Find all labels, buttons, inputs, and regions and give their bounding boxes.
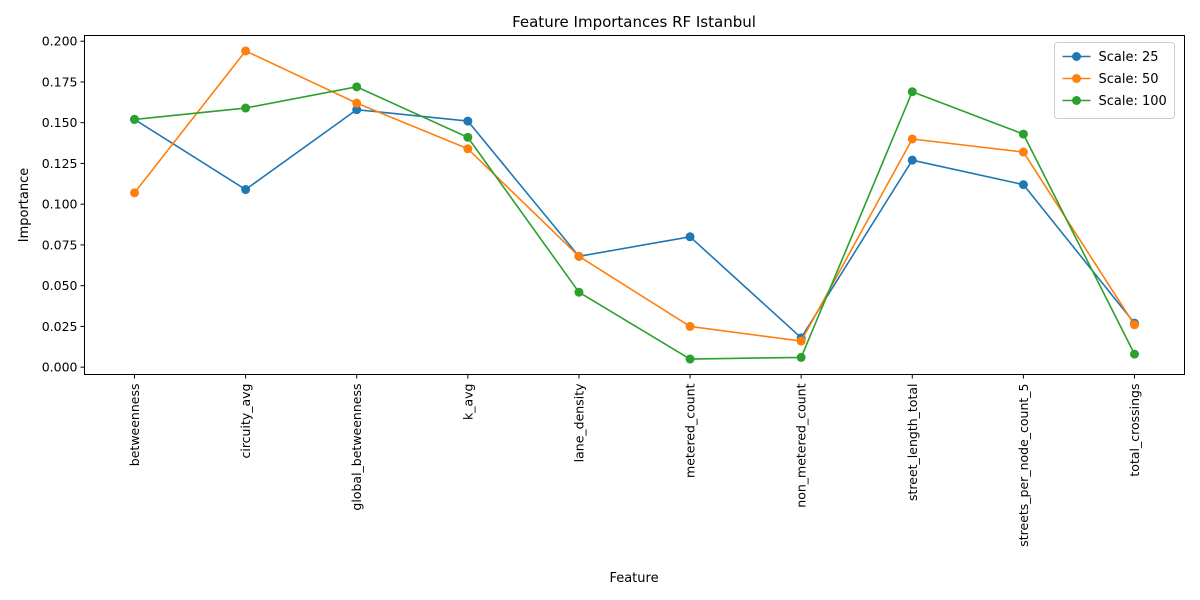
y-tick-label: 0.000 [42,360,78,375]
data-point [796,336,806,346]
plot-frame [84,35,1185,375]
data-point [685,354,695,364]
legend-item: Scale: 100 [1062,94,1167,109]
y-tick-label: 0.200 [42,34,78,49]
data-point [907,155,917,165]
data-point [574,287,584,297]
legend-item: Scale: 50 [1062,72,1159,87]
x-tick-label: circuity_avg [238,384,253,459]
data-point [241,103,251,113]
legend-label: Scale: 25 [1099,50,1159,65]
data-point [1018,180,1028,190]
legend-label: Scale: 50 [1099,72,1159,87]
data-point [1130,320,1139,330]
data-point [685,321,695,331]
series-1 [130,105,1139,343]
data-point [685,232,695,242]
x-tick-label: global_betweenness [349,384,364,511]
x-tick-label: lane_density [571,383,586,462]
series-line [133,50,1136,342]
data-point [574,251,584,261]
y-tick-label: 0.125 [42,156,78,171]
x-tick-label: streets_per_node_count_5 [1016,384,1031,547]
data-point [352,82,362,92]
x-tick-label: k_avg [460,384,475,420]
data-point [907,87,917,97]
data-point [1018,147,1028,157]
y-tick-label: 0.075 [42,237,78,252]
x-tick-label: non_metered_count [794,383,809,507]
legend-item: Scale: 25 [1062,50,1159,65]
x-tick-label: metered_count [683,383,698,478]
series-line [134,108,1136,339]
data-point [130,188,139,198]
legend-marker [1072,74,1081,83]
data-point [463,116,473,126]
x-tick-label: street_length_total [905,384,920,502]
data-point [1018,129,1028,139]
series-line [134,86,1136,360]
legend: Scale: 25 Scale: 50 Scale: 100 [1054,42,1175,119]
data-point [463,144,473,154]
series-3 [130,82,1139,364]
chart-title: Feature Importances RF Istanbul [512,13,756,31]
legend-box [1054,42,1175,119]
y-tick-label: 0.150 [42,115,78,130]
data-point [352,98,362,108]
data-point [241,185,251,195]
data-point [1130,349,1139,359]
series-2 [130,46,1139,346]
legend-label: Scale: 100 [1099,94,1167,109]
y-tick-label: 0.100 [42,197,78,212]
legend-marker [1072,96,1081,105]
x-tick-label: betweenness [127,384,142,467]
x-axis-label: Feature [609,571,658,586]
legend-marker [1072,52,1081,61]
y-axis-label: Importance [17,168,32,243]
data-point [352,105,362,115]
data-point [796,352,806,362]
data-point [130,114,139,124]
y-tick-label: 0.025 [42,319,78,334]
data-point [907,134,917,144]
y-tick-label: 0.050 [42,278,78,293]
x-tick-label: total_crossings [1127,384,1142,477]
data-point [241,46,251,56]
data-point [463,132,473,142]
y-tick-label: 0.175 [42,74,78,89]
